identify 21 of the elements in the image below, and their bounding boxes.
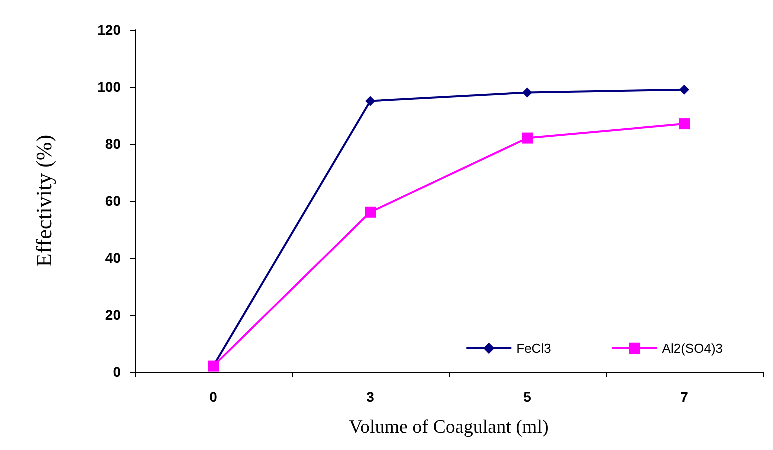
point: [522, 88, 532, 98]
legend-label: FeCl3: [516, 341, 552, 356]
x-tick-label: 5: [524, 389, 532, 405]
y-tick-label: 0: [113, 364, 122, 380]
y-tick-label: 100: [98, 79, 122, 95]
point: [522, 132, 533, 144]
y-tick-label: 40: [105, 250, 122, 266]
x-tick-label: 0: [210, 389, 218, 405]
point: [679, 118, 690, 130]
point: [366, 96, 376, 106]
legend-label: Al2(SO4)3: [662, 341, 724, 356]
y-tick-label: 60: [105, 193, 122, 209]
point: [365, 206, 376, 218]
y-tick-label: 80: [105, 136, 122, 152]
y-tick-label: 120: [98, 22, 122, 38]
y-axis-title: Effectivity (%): [32, 134, 56, 268]
x-tick-label: 3: [366, 389, 375, 405]
y-tick-label: 20: [105, 307, 122, 323]
x-axis-title: Volume of Coagulant (ml): [349, 417, 549, 438]
x-tick-label: 7: [680, 389, 689, 405]
point: [680, 84, 690, 95]
